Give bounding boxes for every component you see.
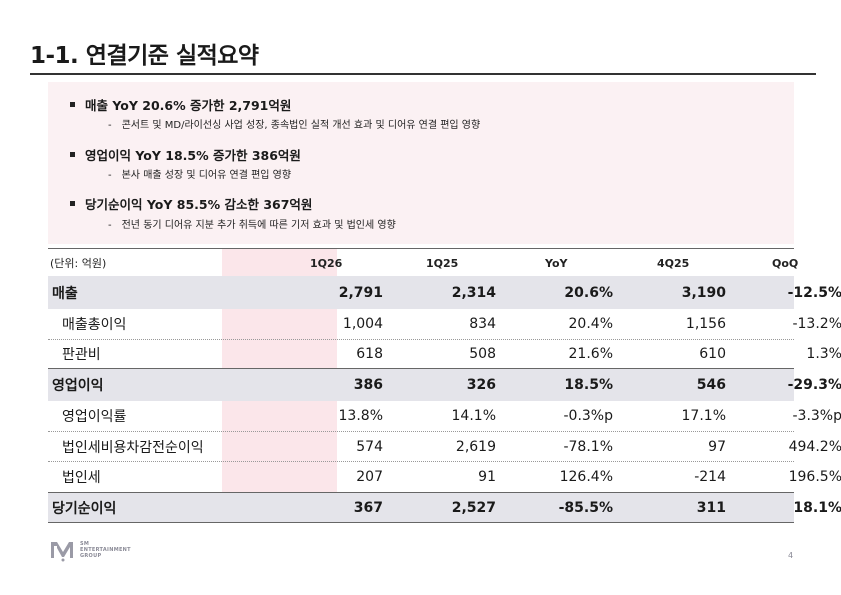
row-label: 영업이익률 (62, 409, 127, 425)
summary-bullet-revenue: 매출 YoY 20.6% 증가한 2,791억원 (70, 95, 291, 114)
cell-value: 574 (356, 438, 383, 455)
summary-headline: 영업이익 YoY 18.5% 증가한 386억원 (85, 148, 301, 163)
cell-value: -3.3%p (792, 408, 841, 424)
cell-value: 2,619 (455, 438, 496, 455)
cell-value: 1,004 (342, 316, 383, 332)
cell-value: 13.8% (338, 408, 383, 424)
dash-marker: - (108, 120, 112, 131)
row-label: 당기순이익 (52, 500, 117, 517)
cell-value: 21.6% (568, 346, 613, 362)
row-label: 법인세비용차감전순이익 (62, 439, 204, 456)
logo-line: ENTERTAINMENT (80, 547, 131, 553)
cell-value: 20.6% (564, 284, 613, 301)
dash-marker: - (108, 170, 112, 181)
table-row-operating-margin: 영업이익률 13.8% 14.1% -0.3%p 17.1% -3.3%p (48, 401, 841, 432)
summary-detail: 본사 매출 성장 및 디어유 연결 편입 영향 (121, 170, 292, 181)
table-row-pretax-income: 법인세비용차감전순이익 574 2,619 -78.1% 97 494.2% (48, 432, 841, 462)
cell-value: 834 (469, 316, 496, 332)
row-label: 영업이익 (52, 378, 104, 394)
cell-value: 508 (469, 346, 496, 362)
summary-headline: 당기순이익 YoY 85.5% 감소한 367억원 (85, 197, 313, 212)
cell-value: -29.3% (787, 377, 841, 393)
page-title: 1-1. 연결기준 실적요약 (30, 43, 259, 69)
table-row-income-tax: 법인세 207 91 126.4% -214 196.5% (48, 462, 841, 492)
title-divider (30, 73, 816, 75)
column-header: 4Q25 (657, 256, 690, 270)
summary-detail-revenue: - 콘서트 및 MD/라이선싱 사업 성장, 종속법인 실적 개선 효과 및 디어… (108, 116, 480, 131)
cell-value: 2,314 (451, 284, 496, 301)
column-header: YoY (545, 256, 568, 270)
cell-value: 14.1% (451, 408, 496, 424)
company-logo: SM ENTERTAINMENT GROUP (49, 538, 131, 562)
logo-text: SM ENTERTAINMENT GROUP (80, 541, 131, 559)
cell-value: -12.5% (787, 284, 841, 301)
page-number: 4 (788, 551, 794, 560)
cell-value: 546 (696, 377, 726, 393)
table-row-gross-profit: 매출총이익 1,004 834 20.4% 1,156 -13.2% (48, 309, 841, 340)
cell-value: -13.2% (792, 316, 841, 332)
cell-value: 326 (466, 377, 496, 393)
cell-value: 17.1% (681, 408, 726, 424)
cell-value: 3,190 (681, 284, 726, 301)
cell-value: 367 (353, 499, 383, 516)
bullet-square-icon (70, 201, 75, 206)
cell-value: 2,791 (338, 284, 383, 301)
summary-detail: 콘서트 및 MD/라이선싱 사업 성장, 종속법인 실적 개선 효과 및 디어유… (121, 120, 481, 131)
row-label: 판관비 (62, 347, 101, 363)
cell-value: 196.5% (788, 469, 841, 485)
cell-value: 311 (696, 499, 726, 516)
cell-value: 1,156 (685, 316, 726, 332)
summary-bullet-operating-profit: 영업이익 YoY 18.5% 증가한 386억원 (70, 145, 301, 164)
cell-value: 618 (356, 346, 383, 362)
logo-line: SM (80, 541, 90, 547)
unit-label: (단위: 억원) (50, 257, 107, 270)
column-header: QoQ (772, 256, 799, 270)
row-label: 법인세 (62, 470, 101, 486)
cell-value: 610 (699, 346, 726, 362)
cell-value: 18.1% (793, 499, 841, 516)
cell-value: -214 (694, 469, 726, 485)
table-top-rule (48, 248, 794, 249)
cell-value: 91 (478, 469, 496, 485)
cell-value: 97 (708, 438, 726, 455)
cell-value: 207 (356, 469, 383, 485)
column-header: 1Q26 (310, 256, 343, 270)
summary-detail: 전년 동기 디어유 지분 추가 취득에 따른 기저 효과 및 법인세 영향 (121, 220, 396, 231)
summary-detail-operating-profit: - 본사 매출 성장 및 디어유 연결 편입 영향 (108, 166, 291, 181)
summary-bullet-net-income: 당기순이익 YoY 85.5% 감소한 367억원 (70, 194, 312, 213)
summary-detail-net-income: - 전년 동기 디어유 지분 추가 취득에 따른 기저 효과 및 법인세 영향 (108, 216, 396, 231)
bullet-square-icon (70, 152, 75, 157)
cell-value: -0.3%p (563, 408, 613, 424)
table-row-revenue: 매출 2,791 2,314 20.6% 3,190 -12.5% (48, 276, 841, 309)
column-header: 1Q25 (426, 256, 459, 270)
cell-value: 20.4% (568, 316, 613, 332)
cell-value: 494.2% (788, 438, 841, 455)
bullet-square-icon (70, 102, 75, 107)
table-row-operating-profit: 영업이익 386 326 18.5% 546 -29.3% (48, 368, 841, 401)
summary-box (48, 82, 794, 244)
table-row-net-income: 당기순이익 367 2,527 -85.5% 311 18.1% (48, 492, 841, 523)
row-label: 매출 (52, 285, 78, 302)
table-row-sga: 판관비 618 508 21.6% 610 1.3% (48, 340, 841, 368)
summary-headline: 매출 YoY 20.6% 증가한 2,791억원 (85, 98, 292, 113)
sm-logo-icon (51, 542, 73, 562)
cell-value: -85.5% (558, 499, 613, 516)
cell-value: 2,527 (451, 499, 496, 516)
cell-value: 126.4% (559, 469, 613, 485)
cell-value: 386 (353, 377, 383, 393)
cell-value: 18.5% (564, 377, 613, 393)
logo-line: GROUP (80, 553, 102, 559)
dash-marker: - (108, 220, 112, 231)
cell-value: -78.1% (563, 438, 613, 455)
table-header-row: (단위: 억원) 1Q26 1Q25 YoY 4Q25 QoQ (48, 250, 798, 276)
cell-value: 1.3% (806, 346, 841, 362)
row-label: 매출총이익 (62, 317, 127, 333)
